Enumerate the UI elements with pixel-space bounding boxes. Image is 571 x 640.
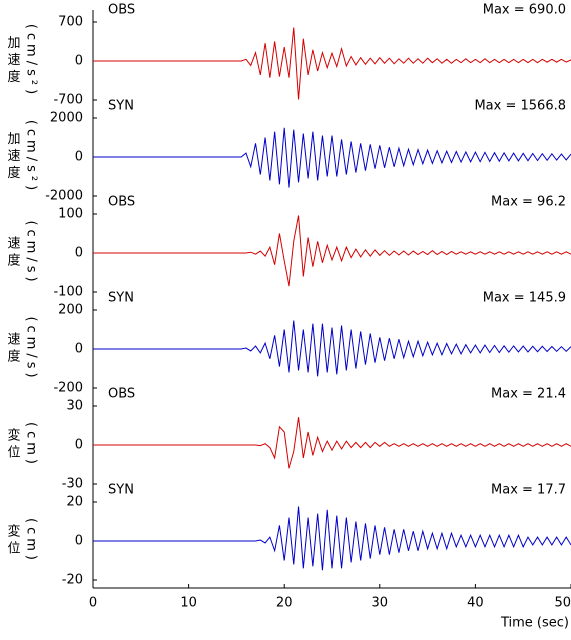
y-tick-label: -30: [62, 477, 83, 492]
y-axis-unit: (cm/s²): [24, 24, 39, 98]
trace-label: OBS: [108, 387, 135, 402]
waveform: [93, 320, 571, 377]
trace-label: OBS: [108, 3, 135, 18]
x-tick-label: 10: [180, 596, 197, 611]
y-tick-label: 0: [75, 342, 83, 357]
y-tick-label: -200: [53, 381, 83, 396]
x-tick-label: 30: [372, 596, 389, 611]
max-label: Max = 96.2: [491, 195, 566, 210]
y-tick-label: 0: [75, 54, 83, 69]
y-tick-label: -700: [53, 93, 83, 108]
y-tick-label: 700: [58, 15, 83, 30]
y-axis-unit: (cm): [24, 518, 39, 564]
y-tick-label: -2000: [45, 189, 83, 204]
waveform: [93, 27, 571, 100]
max-label: Max = 21.4: [491, 387, 566, 402]
waveform: [93, 215, 571, 287]
x-tick-label: 50: [554, 596, 571, 611]
y-axis-label: 速度: [5, 332, 21, 366]
max-label: Max = 145.9: [483, 291, 566, 306]
y-axis-label: 変位: [5, 427, 21, 462]
y-axis-unit: (cm/s): [24, 316, 39, 381]
y-tick-label: 0: [75, 246, 83, 261]
trace-label: SYN: [108, 483, 134, 498]
y-axis-unit: (cm/s²): [24, 120, 39, 194]
trace-label: SYN: [108, 99, 134, 114]
trace-label: OBS: [108, 195, 135, 210]
y-axis-label: 加速度: [5, 132, 21, 183]
y-axis-unit: (cm/s): [24, 220, 39, 285]
y-tick-label: 100: [58, 207, 83, 222]
y-tick-label: -20: [62, 573, 83, 588]
waveform: [93, 506, 571, 571]
x-tick-label: 40: [467, 596, 484, 611]
y-axis-unit: (cm): [24, 422, 39, 468]
y-tick-label: 0: [75, 438, 83, 453]
y-axis-label: 変位: [5, 523, 21, 558]
y-tick-label: -100: [53, 285, 83, 300]
y-axis-label: 加速度: [5, 36, 21, 87]
x-tick-label: 0: [89, 596, 97, 611]
max-label: Max = 17.7: [491, 483, 566, 498]
y-tick-label: 0: [75, 534, 83, 549]
y-tick-label: 30: [66, 399, 83, 414]
x-tick-label: 20: [276, 596, 293, 611]
y-tick-label: 2000: [50, 111, 83, 126]
waveform: [93, 417, 571, 469]
y-tick-label: 200: [58, 303, 83, 318]
max-label: Max = 690.0: [483, 3, 566, 18]
waveform: [93, 127, 571, 188]
x-axis-label: Time (sec): [500, 616, 569, 631]
y-tick-label: 0: [75, 150, 83, 165]
max-label: Max = 1566.8: [474, 99, 566, 114]
y-axis-label: 速度: [5, 236, 21, 270]
y-tick-label: 20: [66, 495, 83, 510]
trace-label: SYN: [108, 291, 134, 306]
